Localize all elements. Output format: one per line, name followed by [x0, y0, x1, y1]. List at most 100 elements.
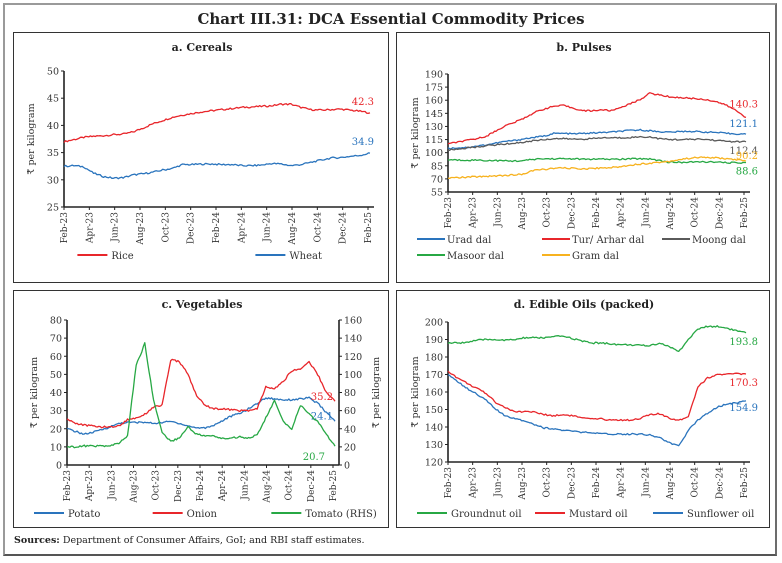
y-tick-label: 40 [50, 388, 62, 399]
end-value-label: 90.2 [736, 151, 758, 162]
y2-tick-label: 140 [344, 334, 362, 345]
y-tick-label: 30 [47, 175, 59, 186]
end-value-label: 35.2 [311, 392, 333, 403]
y2-tick-label: 60 [344, 406, 356, 417]
legend-label: Gram dal [572, 251, 619, 262]
y-tick-label: 175 [425, 83, 443, 94]
y-tick-label: 10 [50, 442, 62, 453]
y-tick-label: 70 [431, 174, 443, 185]
x-tick-label: Dec-24 [339, 212, 349, 244]
x-tick-label: Aug-23 [518, 197, 528, 231]
x-tick-label: Feb-24 [592, 197, 602, 229]
y-tick-label: 50 [47, 67, 59, 78]
x-tick-label: Aug-24 [666, 197, 676, 231]
y-tick-label: 150 [425, 405, 443, 416]
y-tick-label: 50 [50, 370, 62, 381]
x-tick-label: Dec-24 [715, 467, 725, 499]
series-line-tomato-rhs- [66, 342, 336, 449]
legend-label: Masoor dal [447, 251, 504, 262]
y2-tick-label: 40 [344, 424, 356, 435]
end-value-label: 88.6 [736, 167, 758, 178]
chart-title: a. Cereals [172, 41, 233, 54]
x-tick-label: Oct-23 [152, 470, 162, 501]
legend-label: Wheat [289, 251, 322, 262]
x-tick-label: Feb-23 [444, 467, 454, 499]
x-tick-label: Jun-23 [493, 197, 503, 228]
legend-label: Onion [187, 509, 218, 520]
chart-title: c. Vegetables [162, 298, 243, 311]
x-tick-label: Feb-25 [740, 467, 750, 499]
y-axis-title: ₹ per kilogram [410, 356, 421, 427]
x-tick-label: Feb-23 [63, 470, 73, 502]
legend-label: Mustard oil [569, 509, 628, 520]
x-tick-label: Aug-23 [130, 470, 140, 504]
x-tick-label: Dec-24 [307, 470, 317, 502]
x-tick-label: Feb-23 [60, 212, 70, 244]
y-tick-label: 200 [425, 318, 443, 329]
chart-frame [3, 3, 777, 556]
y-tick-label: 190 [425, 335, 443, 346]
x-tick-label: Jun-24 [641, 197, 651, 228]
legend-label: Moong dal [692, 235, 746, 246]
chart-vegetables: c. Vegetables 0 10 20 30 40 50 60 70 80 ₹ per kilo… [29, 298, 382, 520]
sources-label: Sources: [14, 535, 60, 546]
x-tick-label: Oct-23 [543, 197, 553, 228]
legend-label: Potato [68, 509, 100, 520]
x-tick-label: Oct-24 [691, 467, 701, 498]
legend-label: Tur/ Arhar dal [572, 235, 644, 246]
x-tick-label: Jun-23 [107, 470, 117, 501]
x-tick-label: Oct-24 [691, 197, 701, 228]
y-tick-label: 145 [425, 109, 443, 120]
x-tick-label: Oct-24 [313, 212, 323, 243]
y2-tick-label: 160 [344, 316, 362, 327]
x-tick-label: Dec-23 [187, 212, 197, 244]
end-value-label: 112.4 [729, 146, 758, 157]
x-tick-label: Oct-23 [161, 212, 171, 243]
legend-label: Tomato (RHS) [305, 509, 377, 520]
x-tick-label: Apr-23 [469, 467, 479, 499]
x-tick-label: Feb-25 [740, 197, 750, 229]
end-value-label: 24.1 [311, 411, 333, 422]
x-tick-label: Apr-23 [469, 197, 479, 229]
x-tick-label: Feb-24 [212, 212, 222, 244]
y-tick-label: 130 [425, 440, 443, 451]
chart-pulses: b. Pulses 55 70 85 100 115 130 145 160 175 190 ₹ pe… [410, 41, 758, 262]
end-value-label: 42.3 [352, 97, 374, 108]
series-line-tur-arhar-dal [447, 92, 747, 145]
x-tick-label: Aug-24 [666, 467, 676, 501]
x-tick-label: Apr-24 [617, 467, 627, 499]
y-tick-label: 80 [50, 316, 62, 327]
series-line-gram-dal [447, 156, 747, 180]
sources-text: Department of Consumer Affairs, GoI; and… [62, 535, 365, 546]
y-tick-label: 30 [50, 406, 62, 417]
chart-title: d. Edible Oils (packed) [514, 298, 655, 311]
x-tick-label: Apr-24 [617, 197, 627, 229]
y-tick-label: 70 [50, 334, 62, 345]
y2-tick-label: 0 [344, 461, 350, 472]
chart-cereals: a. Cereals 25 30 35 40 45 50 ₹ per kilogram Feb-… [26, 41, 374, 262]
end-value-label: 140.3 [729, 99, 758, 110]
y-tick-label: 160 [425, 96, 443, 107]
series-line-wheat [63, 152, 371, 180]
y-tick-label: 55 [431, 188, 443, 199]
x-tick-label: Aug-23 [136, 212, 146, 246]
x-tick-label: Jun-24 [641, 467, 651, 498]
legend-label: Urad dal [447, 235, 491, 246]
y-tick-label: 35 [47, 148, 59, 159]
y-tick-label: 60 [50, 352, 62, 363]
y-tick-label: 100 [425, 148, 443, 159]
x-tick-label: Apr-23 [85, 470, 95, 502]
x-tick-label: Oct-24 [285, 470, 295, 501]
legend-label: Rice [111, 251, 133, 262]
x-tick-label: Jun-23 [493, 467, 503, 498]
y-tick-label: 0 [56, 461, 62, 472]
y-tick-label: 85 [431, 161, 443, 172]
end-value-label: 34.9 [352, 137, 374, 148]
y2-tick-label: 120 [344, 352, 362, 363]
x-tick-label: Aug-23 [518, 467, 528, 501]
sources-note: Sources: Department of Consumer Affairs,… [14, 535, 364, 546]
y-tick-label: 180 [425, 353, 443, 364]
y-axis-title: ₹ per kilogram [26, 103, 37, 174]
x-tick-label: Jun-24 [240, 470, 250, 501]
x-tick-label: Jun-23 [111, 212, 121, 243]
